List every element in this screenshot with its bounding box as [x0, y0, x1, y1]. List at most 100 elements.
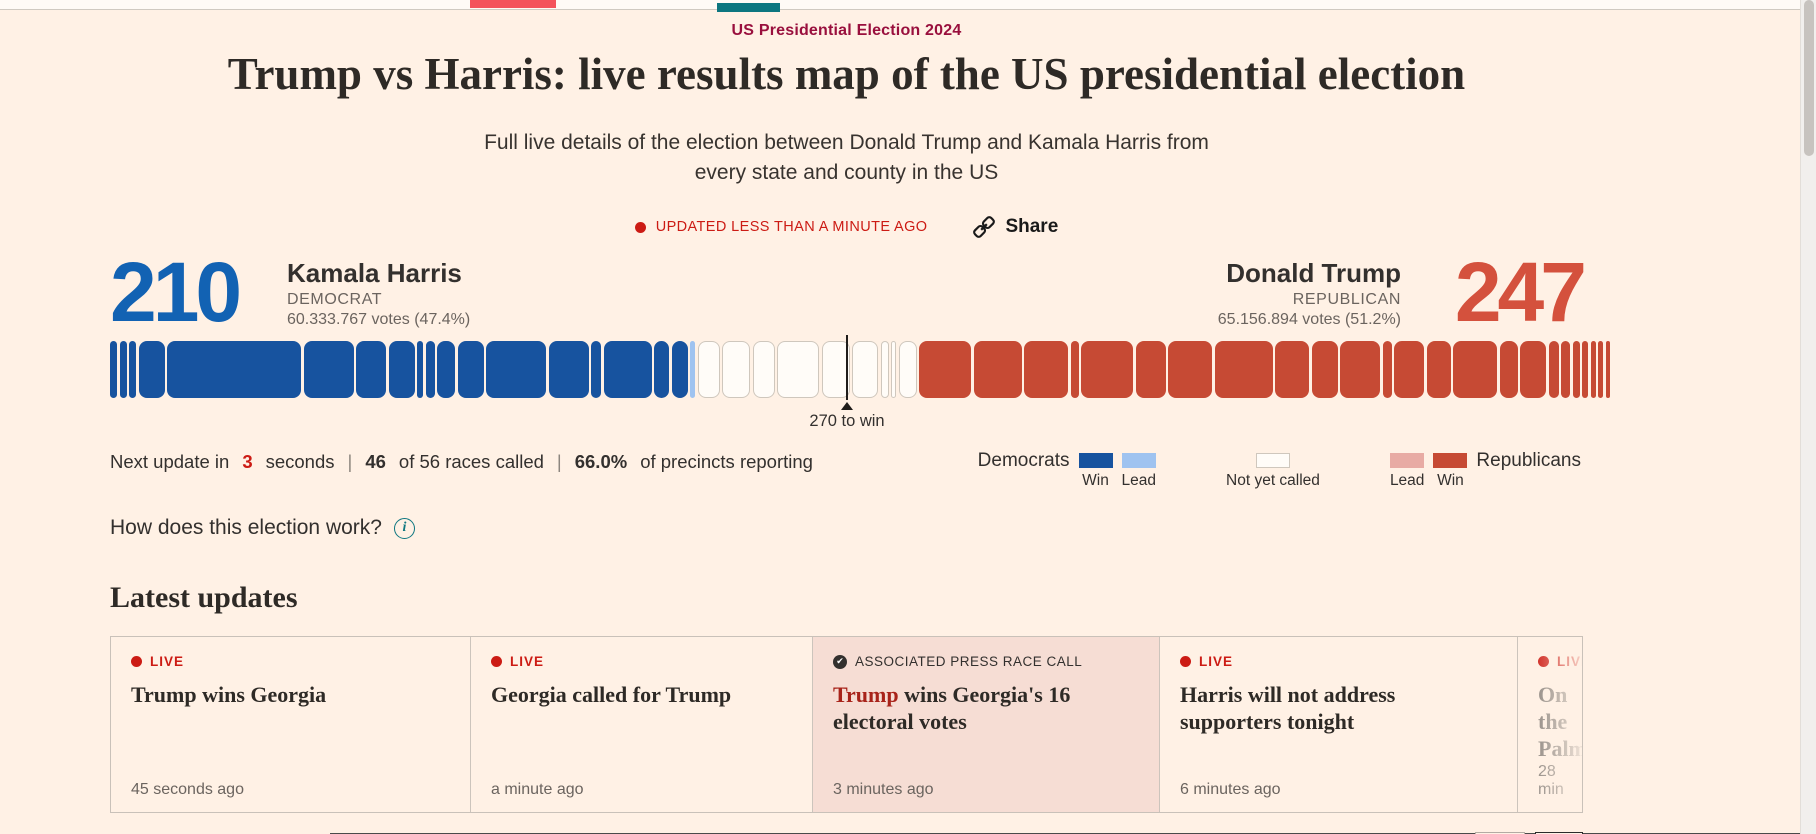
status-row: Next update in 3 seconds | 46 of 56 race…: [110, 451, 813, 473]
card-headline: Georgia called for Trump: [491, 682, 732, 707]
carousel-prev-button[interactable]: [1475, 832, 1525, 834]
live-dot-icon: [1180, 656, 1191, 667]
bar-segment-dem-win: [356, 341, 386, 398]
legend-dem-win: Win: [1078, 449, 1113, 490]
bar-segment-dem-win: [457, 341, 484, 398]
republican-electoral-count: 247: [1454, 245, 1587, 339]
bar-segment-rep-win: [1605, 341, 1610, 398]
dem-lead-swatch: [1121, 453, 1156, 468]
card-timestamp: 3 minutes ago: [833, 781, 934, 798]
republican-candidate-name: Donald Trump: [1226, 258, 1401, 288]
updated-status: UPDATED LESS THAN A MINUTE AGO: [655, 219, 928, 235]
democrat-vote-total: 60.333.767 votes (47.4%): [287, 311, 471, 328]
270-threshold-arrow-icon: [841, 402, 853, 410]
bar-segment-none: [752, 341, 775, 398]
scrollbar-track[interactable]: [1800, 0, 1816, 834]
democrat-electoral-count: 210: [110, 245, 242, 339]
update-card[interactable]: ✔ ASSOCIATED PRESS RACE CALL Trump wins Ge…: [812, 637, 1159, 812]
next-update-suffix: seconds: [265, 451, 335, 472]
bar-segment-rep-win: [1426, 341, 1451, 398]
bar-segment-rep-win: [1275, 341, 1309, 398]
update-card[interactable]: LIVE Harris will not address supporters t…: [1159, 637, 1517, 812]
bar-segment-dem-win: [603, 341, 652, 398]
card-headline: Trump wins Georgia's 16 electoral votes: [833, 682, 1071, 734]
bar-segment-dem-win: [110, 341, 117, 398]
bar-segment-dem-lead: [690, 341, 695, 398]
bar-segment-rep-win: [1453, 341, 1497, 398]
270-threshold-line: [846, 335, 848, 400]
live-dot-icon: [634, 221, 646, 233]
bar-segment-dem-win: [119, 341, 127, 398]
red-tab-indicator: [470, 0, 556, 8]
bar-segment-none: [777, 341, 819, 398]
bar-segment-dem-win: [129, 341, 136, 398]
bar-segment-rep-win: [1081, 341, 1133, 398]
live-dot-icon: [491, 656, 502, 667]
card-label: ASSOCIATED PRESS RACE CALL: [855, 654, 1083, 669]
270-threshold-label: 270 to win: [809, 412, 885, 430]
legend-rep-win: Win: [1433, 449, 1468, 490]
legend-not-yet-called: Not yet called: [1226, 449, 1320, 490]
top-page-strip: [0, 0, 1800, 12]
precincts-suffix: of precincts reporting: [640, 451, 813, 472]
card-timestamp: 6 minutes ago: [1180, 781, 1281, 798]
republican-vote-total: 65.156.894 votes (51.2%): [1217, 311, 1401, 328]
carousel-next-button[interactable]: [1535, 832, 1583, 834]
rep-lead-label: Lead: [1389, 472, 1425, 489]
teal-tab-indicator: [717, 3, 780, 12]
bar-segment-rep-win: [1024, 341, 1068, 398]
not-called-label: Not yet called: [1226, 472, 1320, 489]
update-card[interactable]: LIVE Georgia called for Trump a minute ago: [470, 637, 812, 812]
update-card[interactable]: LIVE Trump wins Georgia 45 seconds ago: [111, 637, 470, 812]
card-label: LIVE: [510, 654, 545, 669]
card-label: LIVE: [1199, 654, 1234, 669]
next-update-prefix: Next update in: [110, 451, 230, 472]
dem-win-swatch: [1078, 453, 1113, 468]
bar-segment-rep-win: [1548, 341, 1559, 398]
electoral-vote-bar: [110, 341, 1610, 398]
card-label: LIVE: [150, 654, 185, 669]
how-election-works-link[interactable]: How does this election work? i: [110, 516, 415, 540]
bar-segment-rep-win: [1499, 341, 1518, 398]
races-called-suffix: of 56 races called: [398, 451, 544, 472]
bar-segment-none: [880, 341, 889, 398]
divider: |: [347, 451, 353, 472]
info-icon[interactable]: i: [393, 517, 415, 539]
updated-row: UPDATED LESS THAN A MINUTE AGO Share: [110, 214, 1583, 240]
scrollbar-thumb[interactable]: [1804, 0, 1814, 156]
latest-updates-carousel: LIVE Trump wins Georgia 45 seconds ago LIVE…: [110, 636, 1583, 813]
card-timestamp: 45 seconds ago: [131, 781, 244, 798]
card-timestamp: 28 min: [1538, 763, 1564, 798]
share-button[interactable]: Share: [971, 214, 1058, 240]
rep-lead-swatch: [1390, 453, 1425, 468]
legend-dem-lead: Lead: [1122, 449, 1156, 490]
legend-republicans-label: Republicans: [1476, 450, 1581, 471]
bar-segment-dem-win: [425, 341, 435, 398]
bar-segment-dem-win: [417, 341, 423, 398]
bar-segment-none: [821, 341, 850, 398]
kicker[interactable]: US Presidential Election 2024: [731, 22, 962, 39]
bar-segment-rep-win: [1561, 341, 1570, 398]
bar-segment-dem-win: [167, 341, 301, 398]
legend-rep-lead: Lead: [1390, 449, 1424, 490]
bar-segment-dem-win: [591, 341, 601, 398]
check-circle-icon: ✔: [833, 654, 847, 669]
bottom-banner-edge: [330, 832, 1800, 834]
bar-segment-dem-win: [303, 341, 354, 398]
update-card[interactable]: LIVE On thePalm28 min: [1517, 637, 1582, 812]
live-dot-icon: [1538, 656, 1549, 667]
page-title: Trump vs Harris: live results map of the…: [110, 48, 1583, 100]
bar-segment-dem-win: [654, 341, 669, 398]
card-headline: On thePalm: [1538, 682, 1582, 761]
bar-segment-rep-win: [1582, 341, 1588, 398]
next-update-countdown: 3: [242, 451, 253, 472]
bar-segment-rep-win: [1520, 341, 1546, 398]
precincts-percent: 66.0%: [574, 451, 628, 472]
bar-segment-dem-win: [548, 341, 589, 398]
legend-democrats-label: Democrats: [977, 450, 1070, 471]
bar-segment-none: [697, 341, 720, 398]
share-label: Share: [1005, 216, 1059, 237]
card-label: LIVE: [1557, 654, 1582, 669]
page-subtitle: Full live details of the election betwee…: [110, 128, 1583, 188]
bar-segment-rep-win: [1382, 341, 1392, 398]
